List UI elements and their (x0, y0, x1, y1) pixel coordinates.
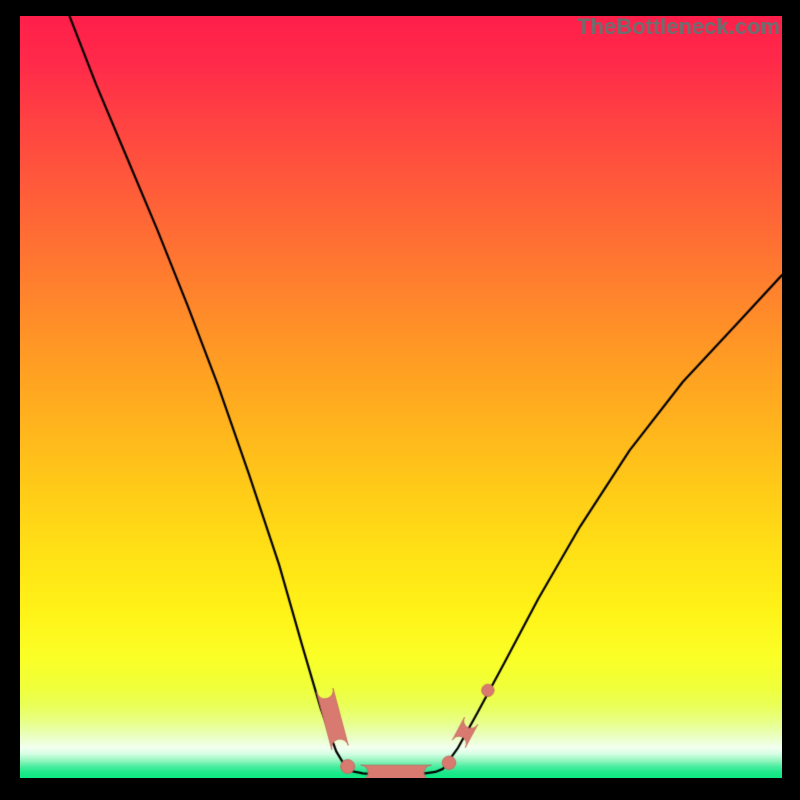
watermark-text: TheBottleneck.com (577, 14, 780, 40)
plot-area (20, 16, 782, 778)
bottleneck-chart: TheBottleneck.com (0, 0, 800, 800)
plot-canvas (20, 16, 782, 778)
